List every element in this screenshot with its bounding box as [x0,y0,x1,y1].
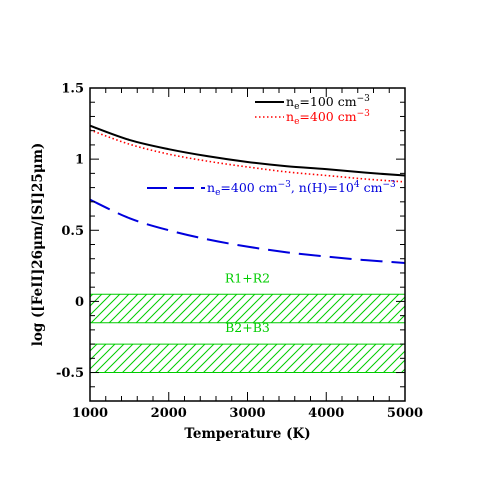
legend-label-sup: −3 [278,180,292,190]
x-tick-label: 5000 [387,406,423,421]
y-tick-label: 1 [75,153,84,168]
legend-label-text: n [207,180,215,195]
y-tick-label: -0.5 [56,366,84,381]
frame-layer [89,87,406,402]
series-line [90,124,405,177]
legend-label-text: n [286,109,294,124]
x-tick-label: 1000 [72,406,108,421]
legend-label-sub: e [215,188,220,198]
legend-label-sup: 4 [354,180,360,190]
legend-label-sub: e [294,102,299,112]
band-hatch-fill [90,294,405,323]
legend-label-text: n [286,94,294,109]
lines-layer [90,124,405,264]
legend-label-sup: −3 [382,180,396,190]
legend-label: ne=400 cm−3 [286,109,370,127]
series-line [90,198,405,264]
x-tick-label: 4000 [308,406,344,421]
y-tick-label: 1.5 [61,82,84,97]
legend-label-sup: −3 [357,94,371,104]
band-hatch-fill [90,344,405,373]
legend-label-text: cm [360,180,383,195]
legend-label-text: =400 cm [299,109,356,124]
x-tick-label: 2000 [151,406,187,421]
x-axis-title: Temperature (K) [184,426,310,442]
legend-label: ne=400 cm−3, n(H)=104 cm−3 [207,180,396,198]
legend-label: ne=100 cm−3 [286,94,370,112]
band-label: B2+B3 [225,320,270,335]
legend-label-sub: e [294,117,299,127]
band-label: R1+R2 [225,270,270,285]
series-line [90,129,405,183]
legend-label-text: =100 cm [299,94,356,109]
legend-label-text: , n(H)=10 [291,180,354,195]
legend-label-text: =400 cm [220,180,277,195]
text-layer: R1+R2 B2+B3 1000 2000 3000 4000 5000 1.5 1 0.5 0 -0… [30,82,423,443]
legend-label-sup: −3 [357,109,371,119]
y-tick-label: 0 [75,295,84,310]
y-tick-label: 0.5 [61,224,84,239]
y-axis-title: log ([FeII]26μm/[SI]25μm) [30,143,46,347]
x-tick-label: 3000 [229,406,265,421]
bands-layer [90,293,405,374]
